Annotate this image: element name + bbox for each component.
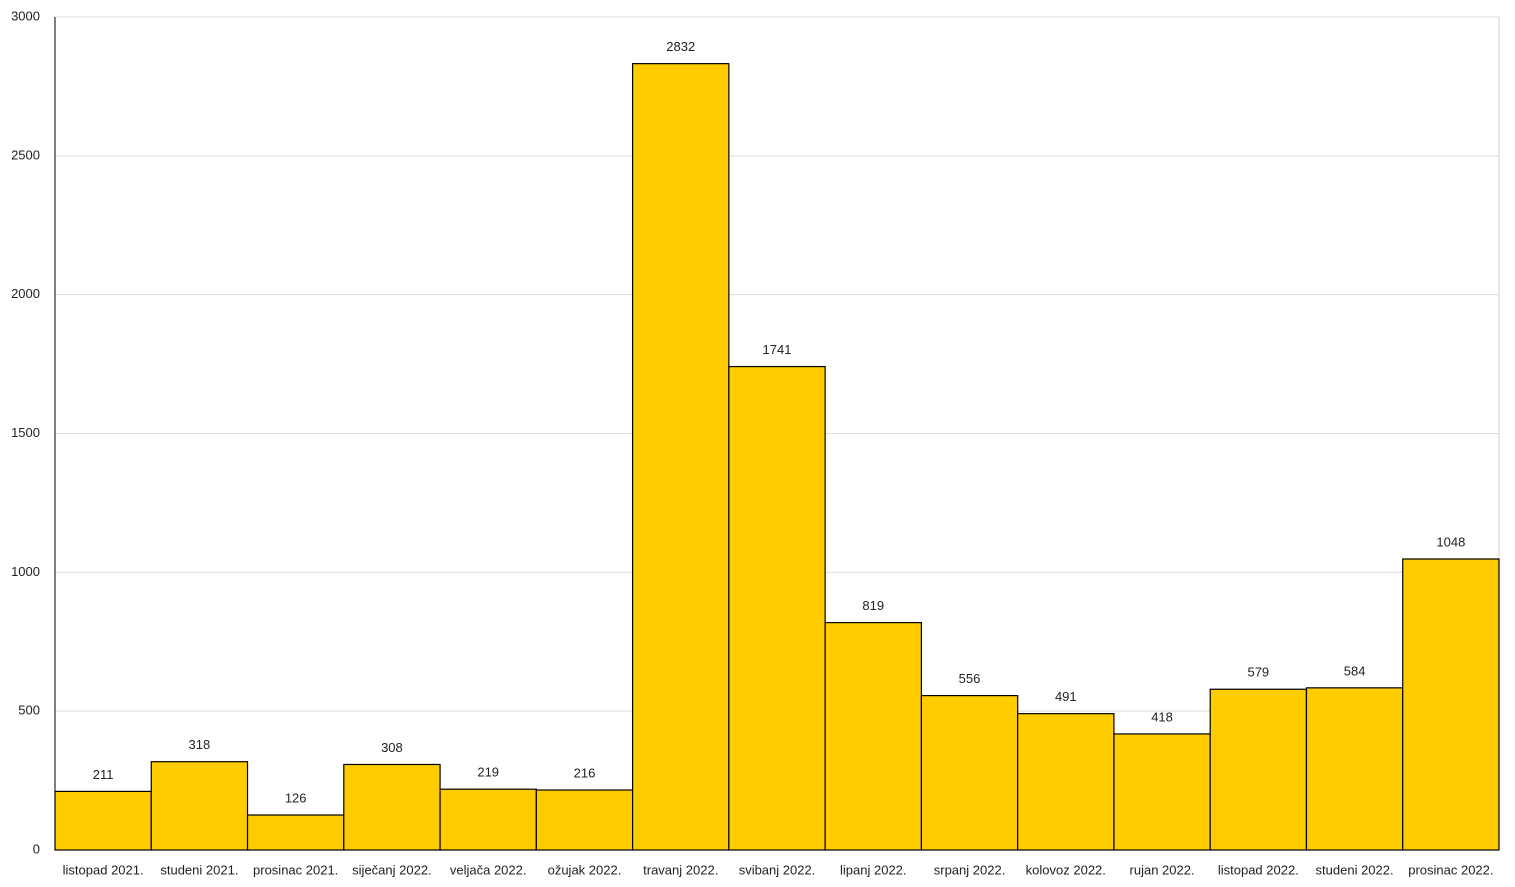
bar [631, 63, 730, 851]
x-tick-label: rujan 2022. [1130, 862, 1195, 877]
bar [728, 365, 826, 851]
y-tick-label: 0 [33, 841, 40, 856]
x-tick-label: studeni 2021. [160, 862, 238, 877]
bar [920, 695, 1019, 851]
data-label: 584 [1344, 663, 1366, 678]
data-label: 556 [959, 671, 981, 686]
bar [535, 789, 634, 851]
bar [439, 788, 537, 851]
bar [1113, 733, 1211, 851]
data-label: 491 [1055, 689, 1077, 704]
x-tick-label: veljača 2022. [450, 862, 527, 877]
x-tick-label: prosinac 2021. [253, 862, 338, 877]
bar [343, 763, 441, 851]
data-label: 418 [1151, 709, 1173, 724]
y-tick-label: 1500 [11, 425, 40, 440]
bar [1017, 713, 1115, 851]
y-tick-label: 2500 [11, 147, 40, 162]
x-tick-label: prosinac 2022. [1408, 862, 1493, 877]
x-tick-label: svibanj 2022. [739, 862, 816, 877]
x-tick-label: ožujak 2022. [548, 862, 622, 877]
x-tick-label: lipanj 2022. [840, 862, 907, 877]
bar [1305, 687, 1404, 851]
data-label: 1048 [1436, 534, 1465, 549]
data-label: 2832 [666, 39, 695, 54]
data-label: 211 [93, 767, 114, 782]
data-label: 126 [285, 790, 307, 805]
y-tick-label: 3000 [11, 8, 40, 23]
y-tick-label: 2000 [11, 286, 40, 301]
data-label: 579 [1247, 665, 1269, 680]
x-tick-label: studeni 2022. [1316, 862, 1394, 877]
y-tick-label: 500 [18, 703, 40, 718]
y-tick-label: 1000 [11, 564, 40, 579]
x-tick-label: listopad 2022. [1218, 862, 1299, 877]
x-tick-label: travanj 2022. [643, 862, 718, 877]
bar [246, 814, 345, 851]
x-tick-label: siječanj 2022. [352, 862, 432, 877]
data-label: 308 [381, 740, 403, 755]
data-label: 318 [189, 737, 211, 752]
bar [824, 621, 923, 851]
data-label: 219 [477, 765, 499, 780]
bar [54, 790, 152, 851]
bar [1209, 688, 1308, 851]
x-tick-label: srpanj 2022. [934, 862, 1006, 877]
bar [150, 761, 249, 851]
x-tick-label: listopad 2021. [63, 862, 144, 877]
data-label: 216 [574, 765, 596, 780]
bar [1402, 558, 1500, 851]
x-tick-label: kolovoz 2022. [1026, 862, 1106, 877]
data-label: 819 [862, 598, 884, 613]
data-label: 1741 [763, 342, 792, 357]
